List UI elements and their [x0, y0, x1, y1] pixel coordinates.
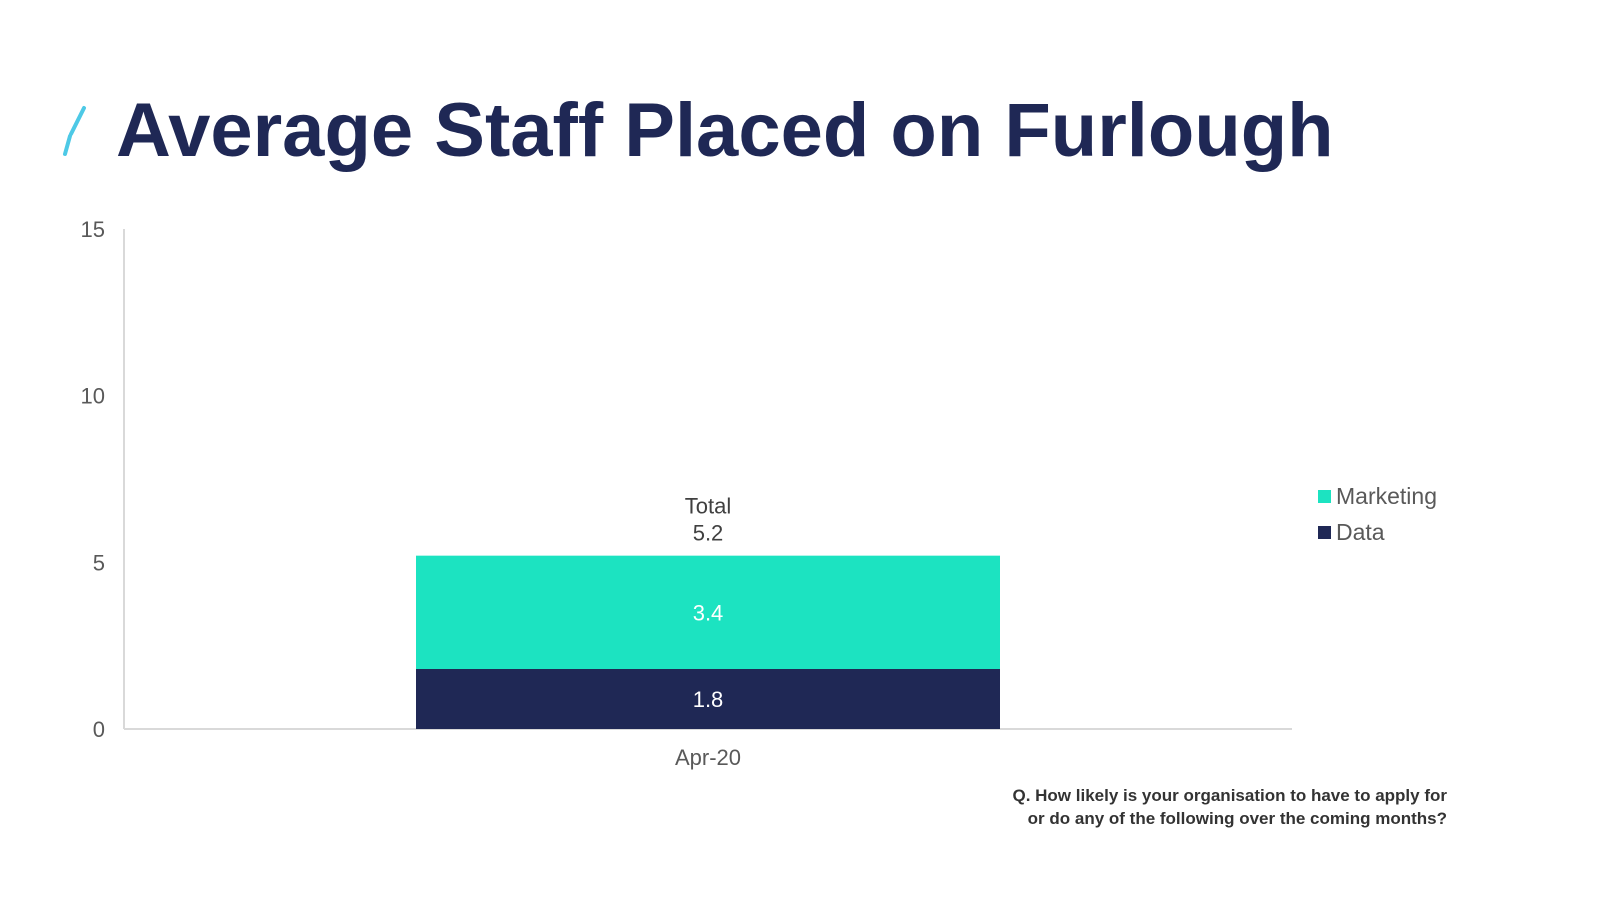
- bar-marketing-0: [416, 555, 1000, 669]
- footnote-line-1: Q. How likely is your organisation to ha…: [1012, 786, 1447, 805]
- total-label-value-0: 5.2: [693, 521, 724, 546]
- page-title: Average Staff Placed on Furlough: [116, 88, 1334, 173]
- y-tick-label-3: 15: [81, 217, 105, 242]
- chart-legend: Marketing Data: [1318, 478, 1437, 550]
- legend-swatch-marketing: [1318, 489, 1331, 503]
- legend-label-marketing: Marketing: [1336, 482, 1437, 509]
- y-tick-label-0: 0: [93, 717, 105, 742]
- legend-item-data: Data: [1318, 514, 1437, 550]
- title-accent-slash-icon: [63, 106, 86, 156]
- data-label-marketing-0: 3.4: [693, 600, 724, 625]
- y-tick-label-1: 5: [93, 550, 105, 575]
- legend-swatch-data: [1318, 525, 1331, 539]
- legend-label-data: Data: [1336, 518, 1385, 545]
- x-tick-label-0: Apr-20: [675, 745, 741, 770]
- footnote-line-2: or do any of the following over the comi…: [1027, 809, 1447, 828]
- survey-question-footnote: Q. How likely is your organisation to ha…: [1012, 784, 1447, 830]
- y-tick-label-2: 10: [81, 384, 105, 409]
- total-label-title-0: Total: [685, 494, 731, 519]
- legend-item-marketing: Marketing: [1318, 478, 1437, 514]
- bar-data-0: [416, 669, 1000, 729]
- data-label-data-0: 1.8: [693, 687, 724, 712]
